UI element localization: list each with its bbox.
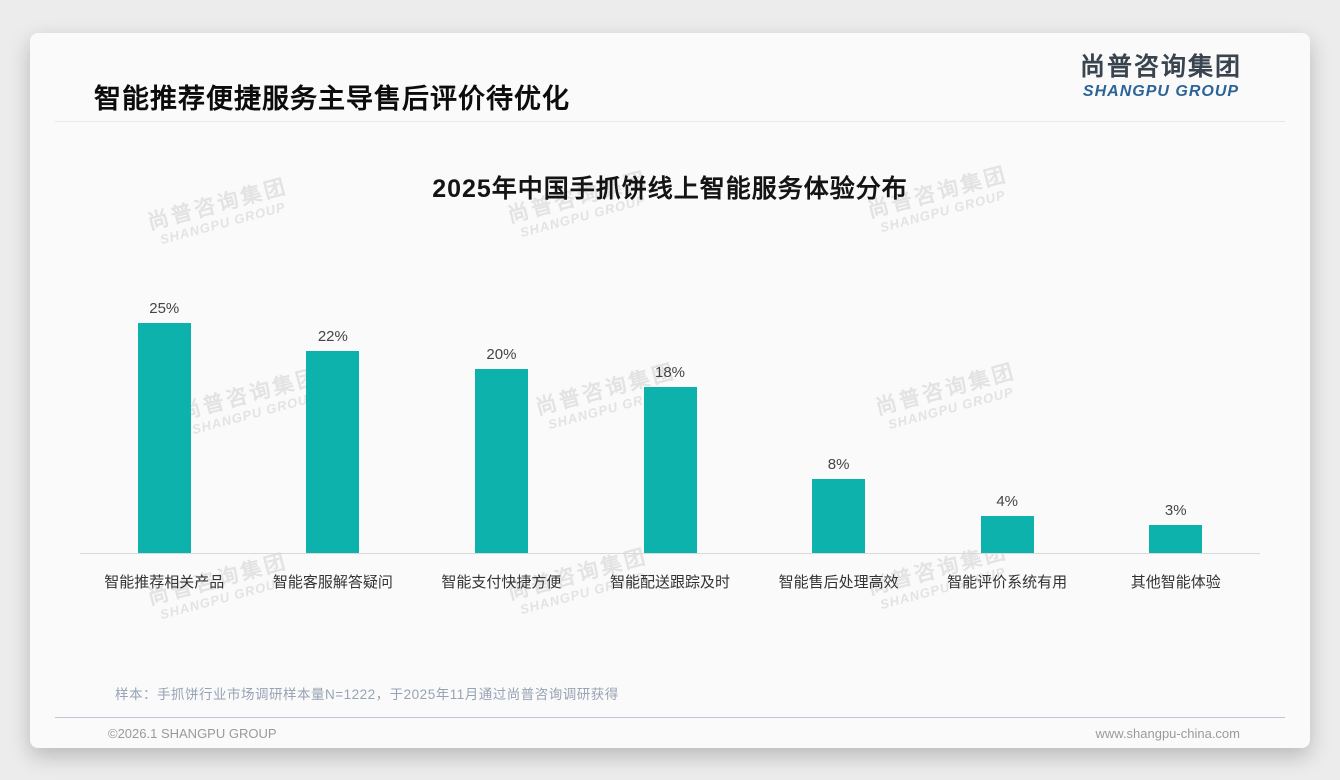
website-text: www.shangpu-china.com <box>1095 726 1240 741</box>
bar <box>812 479 866 553</box>
bar-value-label: 8% <box>827 456 850 474</box>
bar <box>1149 525 1203 553</box>
category-label: 智能配送跟踪及时 <box>610 574 731 591</box>
bar <box>980 516 1034 553</box>
bar-value-label: 18% <box>654 364 686 382</box>
category-label: 智能客服解答疑问 <box>272 574 393 591</box>
bar-column: 20% <box>417 346 586 553</box>
category-label: 智能支付快捷方便 <box>441 574 562 591</box>
bar-column: 22% <box>249 328 418 553</box>
chart-title: 2025年中国手抓饼线上智能服务体验分布 <box>432 175 908 203</box>
footer-divider <box>55 717 1285 718</box>
bar-value-label: 20% <box>486 346 517 363</box>
bar <box>306 350 360 553</box>
bar-column: 8% <box>754 456 923 553</box>
company-logo: 尚普咨询集团 SHANGPU GROUP <box>1080 53 1242 101</box>
bar-value-label: 25% <box>149 300 180 317</box>
bar-column: 4% <box>923 493 1092 553</box>
header-divider <box>55 121 1285 122</box>
bar-value-label: 3% <box>1164 502 1187 520</box>
category-label: 智能售后处理高效 <box>778 574 899 591</box>
bar-value-label: 4% <box>996 493 1018 511</box>
x-axis-labels: 智能推荐相关产品 智能客服解答疑问 智能支付快捷方便 智能配送跟踪及时 智能售后处理高效… <box>80 571 1260 592</box>
page-title: 智能推荐便捷服务主导售后评价待优化 <box>94 84 570 114</box>
bar <box>474 369 528 553</box>
bar-chart: 25% 22% 20% 18% 8% 4% 3% <box>80 293 1260 553</box>
copyright-text: ©2026.1 SHANGPU GROUP <box>108 726 277 741</box>
category-label: 智能推荐相关产品 <box>104 574 225 591</box>
bar-column: 25% <box>80 300 249 553</box>
bar <box>137 323 191 553</box>
category-label: 智能评价系统有用 <box>947 574 1068 591</box>
category-label: 其他智能体验 <box>1130 574 1221 591</box>
bar-column: 3% <box>1091 502 1260 553</box>
x-axis-line <box>80 553 1260 554</box>
bar <box>643 387 697 553</box>
report-slide: 尚普咨询集团 SHANGPU GROUP 尚普咨询集团 SHANGPU GROUP … <box>30 33 1310 748</box>
logo-english-text: SHANGPU GROUP <box>1082 82 1240 100</box>
logo-chinese-text: 尚普咨询集团 <box>1079 53 1242 81</box>
sample-footnote: 样本：手抓饼行业市场调研样本量N=1222，于2025年11月通过尚普咨询调研获… <box>115 687 619 702</box>
bar-column: 18% <box>586 364 755 553</box>
bar-value-label: 22% <box>317 327 348 345</box>
